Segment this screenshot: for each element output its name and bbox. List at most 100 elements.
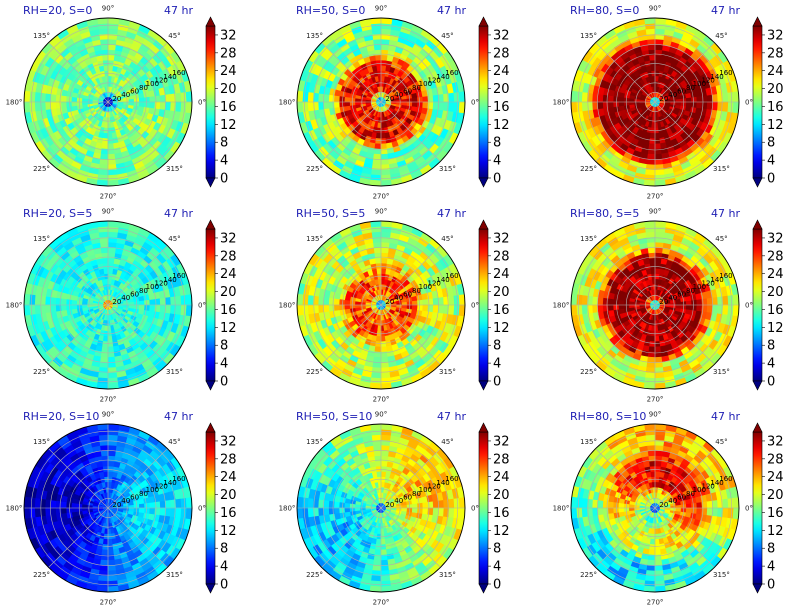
colorbar-extend-min — [752, 177, 763, 188]
field-cell — [370, 377, 382, 385]
field-cell — [437, 304, 445, 314]
field-cell — [696, 95, 703, 103]
field-cell — [128, 101, 135, 106]
field-cell — [301, 91, 309, 103]
field-cell — [591, 93, 599, 103]
field-cell — [696, 101, 703, 109]
field-cell — [711, 101, 719, 111]
field-cell — [380, 38, 390, 46]
radial-tick-label: 160 — [445, 272, 458, 280]
field-cell — [727, 101, 735, 113]
radial-tick-label: 60 — [677, 87, 686, 95]
field-cell — [617, 96, 625, 103]
field-cell — [380, 241, 390, 249]
colorbar-tick-label: 16 — [493, 100, 510, 115]
field-cell — [651, 325, 656, 332]
radial-tick-label: 20 — [659, 298, 668, 306]
field-cell — [437, 101, 445, 111]
field-cell — [107, 174, 119, 182]
colorbar-tick-label: 32 — [220, 231, 237, 246]
field-cell — [581, 295, 588, 306]
field-cell — [377, 122, 382, 129]
field-cell — [28, 101, 36, 113]
field-cell — [107, 231, 118, 238]
field-cell — [164, 296, 172, 306]
field-cell — [102, 132, 109, 140]
colorbar-tick-label: 32 — [493, 231, 510, 246]
field-cell — [107, 283, 112, 290]
field-cell — [396, 304, 403, 309]
radial-tick-label: 160 — [172, 272, 185, 280]
angle-tick-label: 45° — [441, 32, 453, 40]
field-cell — [175, 101, 182, 112]
angle-tick-label: 270° — [100, 193, 117, 201]
field-cell — [159, 101, 167, 110]
angle-tick-label: 0° — [198, 302, 206, 310]
time-label: 47 hr — [711, 4, 740, 17]
field-cell — [138, 304, 146, 311]
field-cell — [654, 158, 664, 166]
field-cell — [107, 38, 117, 46]
panel-title: RH=20, S=0 — [23, 4, 92, 17]
field-cell — [101, 54, 109, 61]
angle-tick-label: 90° — [649, 5, 661, 13]
field-cell — [81, 98, 88, 103]
angle-tick-label: 180° — [553, 302, 570, 310]
field-cell — [149, 304, 156, 312]
field-cell — [370, 22, 382, 30]
time-label: 47 hr — [711, 207, 740, 220]
angle-tick-label: 315° — [713, 368, 730, 376]
field-cell — [380, 278, 385, 285]
field-cell — [104, 122, 109, 129]
field-cell — [685, 304, 693, 311]
field-cell — [374, 257, 382, 264]
field-cell — [34, 92, 41, 103]
field-cell — [380, 54, 388, 61]
field-cell — [651, 117, 656, 124]
field-cell — [706, 101, 714, 110]
field-cell — [654, 278, 659, 285]
field-cell — [722, 295, 729, 306]
radial-tick-label: 20 — [112, 95, 121, 103]
field-cell — [380, 372, 391, 379]
field-cell — [654, 174, 666, 182]
field-cell — [727, 294, 735, 306]
field-cell — [448, 101, 455, 112]
field-cell — [644, 377, 656, 385]
colorbar-extend-max — [752, 16, 763, 27]
angle-tick-label: 45° — [715, 32, 727, 40]
field-cell — [380, 262, 387, 269]
field-cell — [98, 372, 109, 379]
field-cell — [652, 315, 656, 322]
field-cell — [401, 304, 408, 309]
field-cell — [159, 297, 167, 306]
field-cell — [380, 22, 392, 30]
field-cell — [644, 22, 656, 30]
field-cell — [380, 158, 390, 166]
polar-grid — [571, 18, 739, 186]
field-cell — [645, 28, 656, 35]
field-cell — [65, 299, 72, 306]
radial-tick-label: 160 — [172, 69, 185, 77]
field-cell — [373, 153, 382, 161]
field-cell — [107, 22, 119, 30]
polar-grid — [571, 221, 739, 389]
field-cell — [437, 296, 445, 306]
panel-title: RH=50, S=5 — [296, 207, 365, 220]
radial-tick-label: 160 — [719, 69, 732, 77]
field-cell — [100, 43, 109, 51]
field-cell — [107, 377, 119, 385]
field-cell — [107, 225, 119, 233]
field-cell — [575, 91, 583, 103]
field-cell — [333, 95, 340, 103]
field-cell — [380, 246, 389, 254]
angle-tick-label: 270° — [373, 193, 390, 201]
field-cell — [354, 98, 361, 103]
field-cell — [105, 315, 109, 322]
field-cell — [180, 304, 188, 316]
field-cell — [596, 304, 604, 313]
field-cell — [581, 101, 588, 112]
colorbar-tick-label: 0 — [493, 172, 501, 187]
field-cell — [670, 101, 677, 106]
